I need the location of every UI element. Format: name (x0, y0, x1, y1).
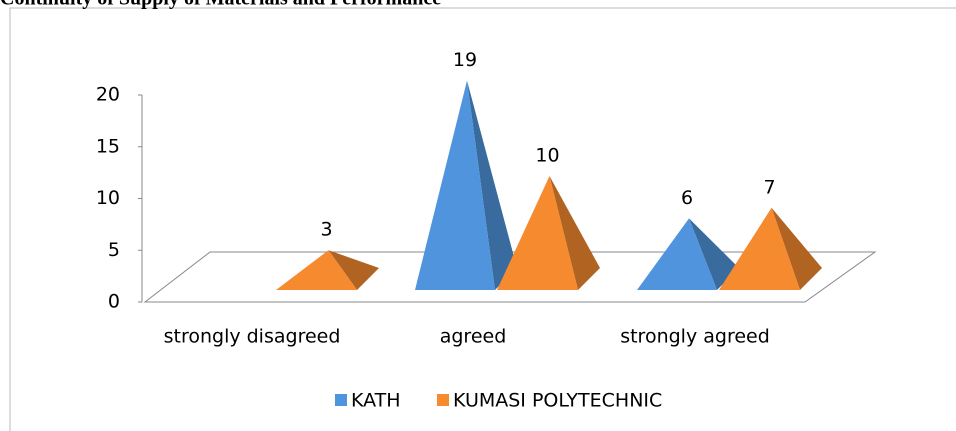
legend-swatch (335, 394, 347, 406)
chart-title: Continuity of Supply of Materials and Pe… (0, 0, 441, 10)
legend-label: KATH (351, 390, 401, 412)
x-tick-label: strongly disagreed (164, 326, 341, 348)
y-tick-label: 0 (108, 291, 120, 313)
pyramid (415, 80, 495, 290)
y-tick-label: 10 (96, 187, 120, 209)
y-tick-label: 5 (108, 239, 120, 261)
chart-frame (9, 7, 956, 431)
pyramid-side (689, 218, 739, 290)
pyramid (719, 207, 800, 290)
x-tick-label: agreed (440, 326, 507, 348)
y-tick-label: 20 (96, 84, 120, 106)
legend-label: KUMASI POLYTECHNIC (453, 390, 662, 412)
data-label: 19 (453, 49, 477, 71)
data-label: 10 (535, 145, 559, 167)
legend-swatch (437, 394, 449, 406)
y-tick-label: 15 (96, 135, 120, 157)
data-label: 6 (681, 187, 693, 209)
pyramid-side (467, 80, 517, 290)
pyramid (637, 218, 717, 290)
pyramid-side (328, 250, 379, 290)
pyramid (497, 176, 578, 290)
data-label: 3 (320, 219, 332, 241)
pyramid (276, 250, 357, 290)
x-tick-label: strongly agreed (620, 326, 770, 348)
pyramid-side (549, 176, 600, 290)
pyramid-side (771, 207, 822, 290)
data-label: 7 (763, 176, 775, 198)
